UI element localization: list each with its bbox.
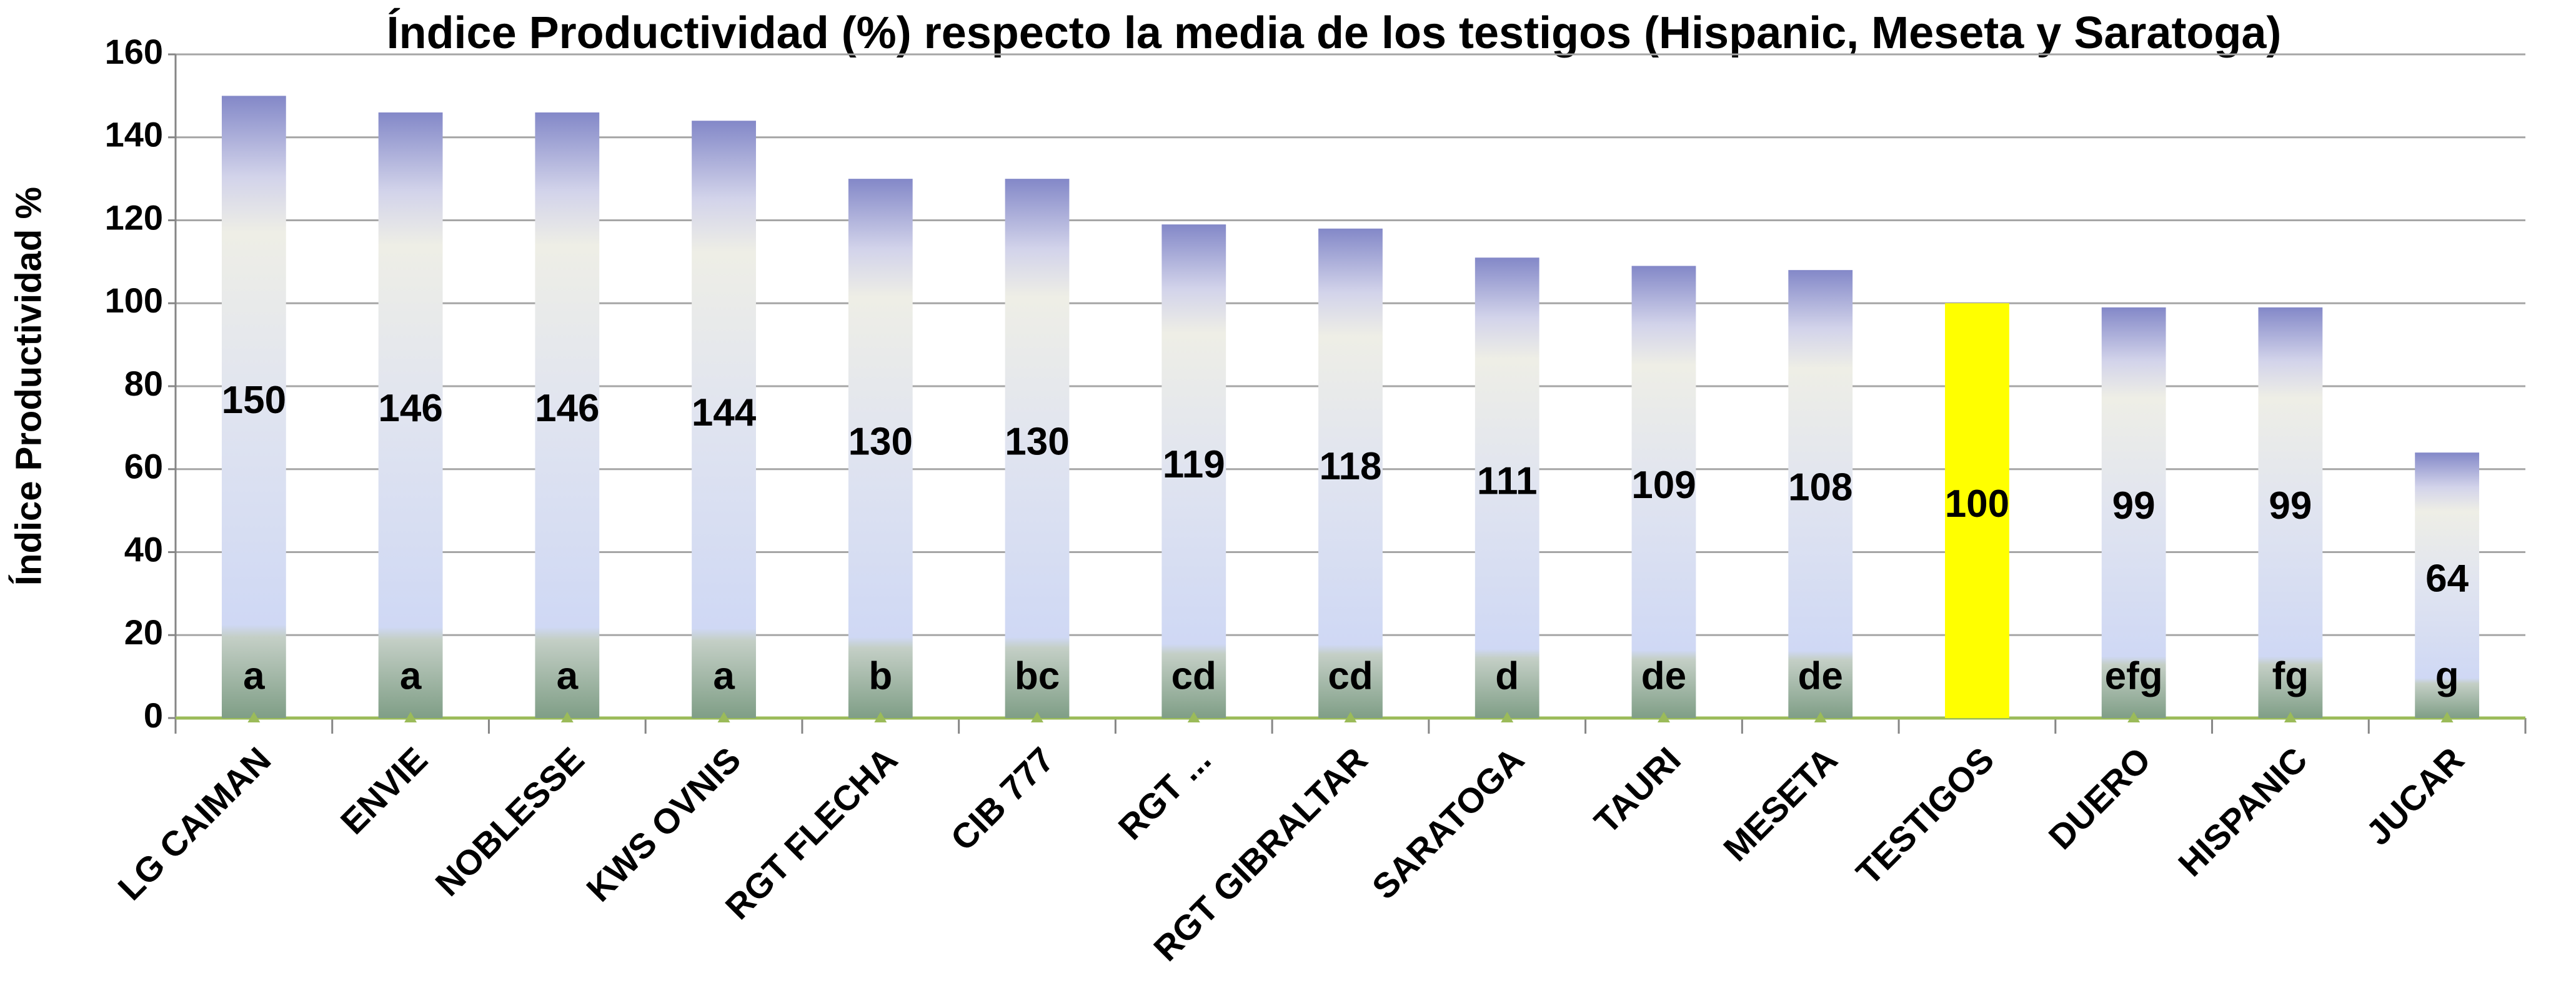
letter-label: a bbox=[243, 654, 265, 697]
letter-label: d bbox=[1495, 654, 1519, 697]
data-label: 146 bbox=[378, 387, 442, 430]
bar bbox=[1945, 303, 2009, 718]
data-label: 100 bbox=[1945, 482, 2009, 526]
letter-label: g bbox=[2435, 654, 2459, 697]
y-tick-label: 20 bbox=[124, 612, 163, 652]
bar bbox=[848, 179, 913, 718]
letter-label: a bbox=[400, 654, 422, 697]
bar bbox=[1005, 179, 1070, 718]
y-axis-title: Índice Productividad % bbox=[8, 187, 49, 586]
letter-label: de bbox=[1798, 654, 1843, 697]
baseline-marker bbox=[1031, 712, 1044, 722]
data-label: 99 bbox=[2269, 484, 2312, 527]
data-label: 130 bbox=[1005, 420, 1069, 463]
baseline-marker bbox=[2440, 712, 2454, 722]
data-label: 109 bbox=[1631, 464, 1696, 507]
bar bbox=[221, 96, 286, 718]
data-label: 144 bbox=[692, 391, 757, 434]
baseline-marker bbox=[874, 712, 887, 722]
bar bbox=[2258, 307, 2323, 718]
data-label: 108 bbox=[1788, 466, 1852, 509]
bar bbox=[2101, 307, 2166, 718]
baseline-marker bbox=[1187, 712, 1200, 722]
bar bbox=[1788, 270, 1853, 718]
y-tick-label: 100 bbox=[105, 281, 163, 320]
data-label: 111 bbox=[1477, 459, 1538, 502]
y-tick-label: 120 bbox=[105, 197, 163, 237]
y-tick-label: 160 bbox=[105, 32, 163, 71]
letter-label: a bbox=[557, 654, 579, 697]
chart-title: Índice Productividad (%) respecto la med… bbox=[387, 8, 2282, 58]
baseline-marker bbox=[560, 712, 574, 722]
data-label: 146 bbox=[535, 387, 599, 430]
y-tick-label: 140 bbox=[105, 115, 163, 154]
baseline-marker bbox=[1814, 712, 1827, 722]
baseline-marker bbox=[404, 712, 417, 722]
bar bbox=[1161, 224, 1226, 718]
bar bbox=[2415, 452, 2480, 718]
data-label: 64 bbox=[2425, 557, 2469, 600]
y-tick-label: 0 bbox=[144, 696, 163, 735]
baseline-marker bbox=[2127, 712, 2141, 722]
bar bbox=[1631, 266, 1696, 718]
baseline-marker bbox=[717, 712, 730, 722]
letter-label: fg bbox=[2272, 654, 2309, 697]
y-tick-label: 40 bbox=[124, 529, 163, 569]
baseline-marker bbox=[247, 712, 261, 722]
data-label: 150 bbox=[222, 379, 286, 422]
bar bbox=[1474, 257, 1539, 718]
letter-label: cd bbox=[1171, 654, 1216, 697]
baseline-marker bbox=[2284, 712, 2297, 722]
letter-label: cd bbox=[1328, 654, 1373, 697]
data-label: 119 bbox=[1163, 443, 1225, 486]
bar bbox=[692, 121, 756, 718]
letter-label: a bbox=[713, 654, 735, 697]
bar bbox=[378, 112, 443, 719]
bar bbox=[535, 112, 600, 719]
letter-label: b bbox=[868, 654, 892, 697]
letter-label: de bbox=[1641, 654, 1686, 697]
bar bbox=[1318, 228, 1383, 718]
data-label: 130 bbox=[848, 420, 913, 463]
data-label: 118 bbox=[1319, 445, 1381, 488]
y-tick-label: 80 bbox=[124, 364, 163, 403]
baseline-marker bbox=[1501, 712, 1514, 722]
letter-label: bc bbox=[1015, 654, 1060, 697]
data-label: 99 bbox=[2112, 484, 2156, 527]
letter-label: efg bbox=[2105, 654, 2163, 697]
baseline-marker bbox=[1344, 712, 1357, 722]
baseline-marker bbox=[1657, 712, 1670, 722]
y-tick-label: 60 bbox=[124, 447, 163, 486]
